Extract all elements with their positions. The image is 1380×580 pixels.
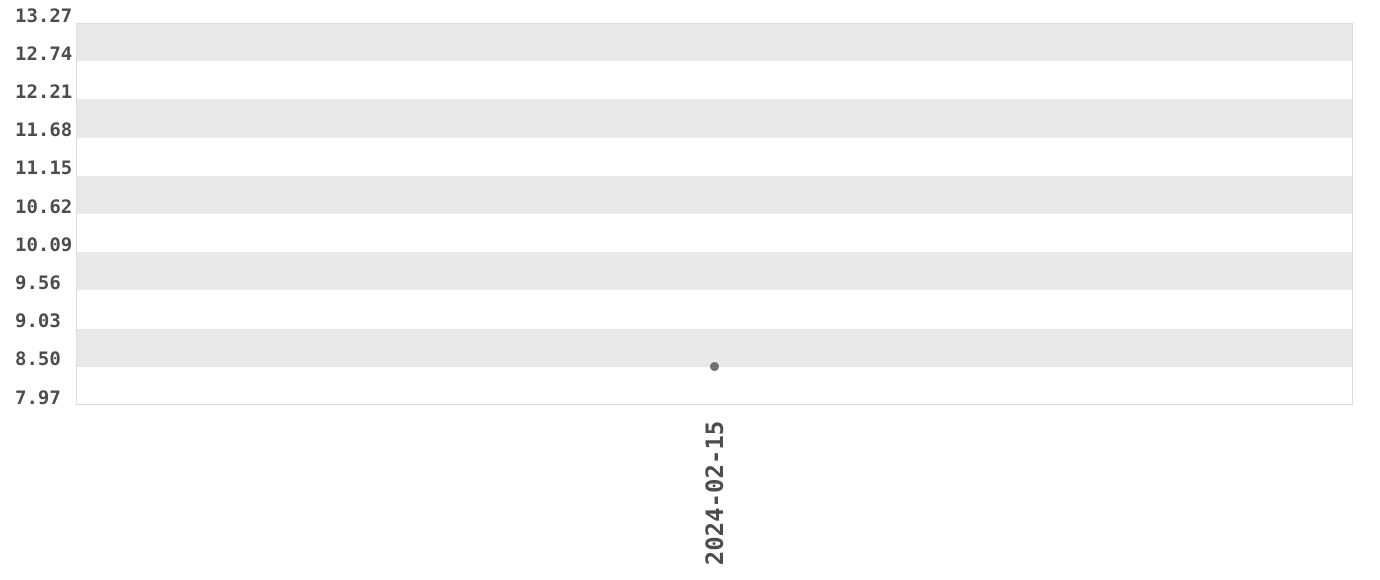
y-tick-label: 11.68 [15,119,73,142]
y-tick-label: 8.50 [15,348,61,371]
y-tick-label: 9.56 [15,271,61,294]
y-tick-label: 7.97 [15,386,61,409]
data-point [710,362,719,372]
grid-band [76,175,1353,214]
y-tick-label: 13.27 [15,4,73,27]
y-tick-label: 11.15 [15,157,73,180]
x-axis-tick-label: 2024-02-15 [700,420,729,566]
grid-band [76,99,1353,138]
grid-band [76,328,1353,367]
grid-band [76,23,1353,62]
y-tick-label: 12.21 [15,80,73,103]
y-tick-label: 9.03 [15,310,61,333]
y-tick-label: 12.74 [15,42,73,65]
y-tick-label: 10.09 [15,233,73,256]
grid-band [76,252,1353,291]
y-tick-label: 10.62 [15,195,73,218]
